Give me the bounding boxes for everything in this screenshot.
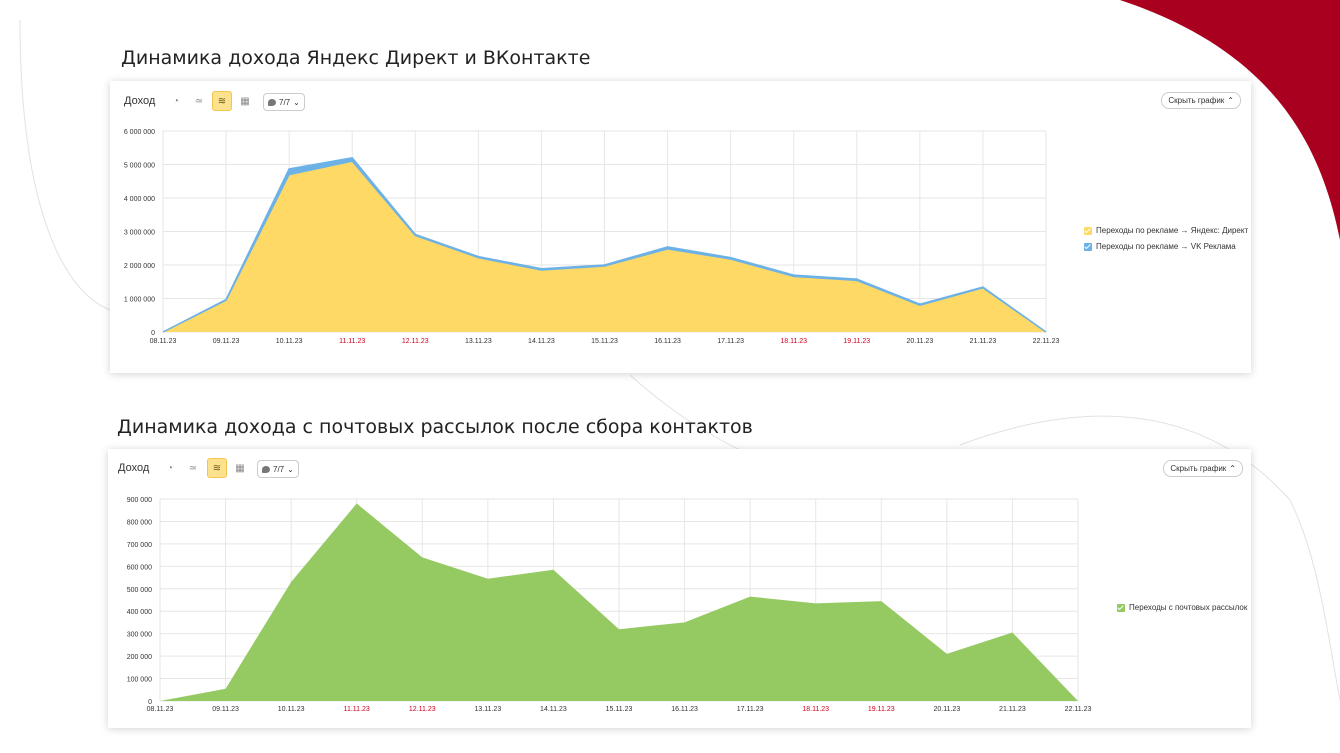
y-tick-label: 800 000 — [127, 519, 152, 526]
x-tick-label: 19.11.23 — [843, 338, 870, 345]
x-tick-label: 15.11.23 — [591, 338, 618, 345]
legend-item[interactable]: Переходы по рекламе → Яндекс: Директ — [1084, 226, 1248, 235]
y-tick-label: 900 000 — [127, 497, 152, 504]
pie-chart-icon[interactable]: ◔ — [172, 95, 180, 107]
x-tick-label: 14.11.23 — [528, 338, 555, 345]
x-tick-label: 09.11.23 — [212, 706, 239, 713]
checkbox-icon[interactable] — [1117, 603, 1125, 612]
legend-item[interactable]: Переходы по рекламе → VK Реклама — [1084, 242, 1248, 251]
x-tick-label: 16.11.23 — [654, 338, 681, 345]
dropdown-value: 7/7 — [279, 97, 291, 107]
series-area-1 — [162, 156, 1047, 333]
dropdown-value: 7/7 — [273, 464, 285, 474]
checkbox-icon[interactable] — [1084, 242, 1092, 251]
x-tick-label: 13.11.23 — [474, 706, 501, 713]
hide-chart-button[interactable]: Скрыть график ⌃ — [1161, 92, 1241, 109]
y-tick-label: 0 — [151, 330, 155, 337]
x-tick-label: 10.11.23 — [278, 706, 305, 713]
x-tick-label: 17.11.23 — [737, 706, 764, 713]
x-tick-label: 19.11.23 — [868, 706, 895, 713]
annotations-dropdown[interactable]: 7/7 ⌄ — [263, 93, 305, 111]
x-tick-label: 11.11.23 — [339, 338, 365, 345]
x-tick-label: 20.11.23 — [906, 338, 933, 345]
chevron-down-icon: ⌄ — [287, 464, 294, 474]
annotations-dropdown[interactable]: 7/7 ⌄ — [257, 460, 299, 478]
x-tick-label: 21.11.23 — [999, 706, 1026, 713]
red-corner-shape — [1120, 0, 1340, 240]
pie-chart-icon[interactable]: ◔ — [166, 462, 174, 474]
x-tick-label: 17.11.23 — [717, 338, 744, 345]
x-tick-label: 08.11.23 — [147, 706, 174, 713]
y-tick-label: 0 — [148, 699, 152, 706]
x-tick-label: 22.11.23 — [1065, 706, 1092, 713]
comment-icon — [262, 465, 270, 473]
y-tick-label: 6 000 000 — [124, 129, 155, 136]
legend-item[interactable]: Переходы с почтовых рассылок — [1117, 603, 1247, 612]
stacked-area-icon[interactable]: ≋ — [207, 458, 227, 478]
y-tick-label: 1 000 000 — [124, 297, 155, 304]
x-tick-label: 12.11.23 — [402, 338, 429, 345]
y-tick-label: 200 000 — [127, 654, 152, 661]
legend-label: Переходы по рекламе → Яндекс: Директ — [1096, 226, 1249, 235]
chevron-up-icon: ⌃ — [1229, 464, 1236, 473]
line-chart-icon[interactable]: ≃ — [194, 95, 204, 107]
x-tick-label: 22.11.23 — [1033, 338, 1060, 345]
section-title-mail: Динамика дохода с почтовых рассылок посл… — [117, 416, 753, 438]
x-tick-label: 15.11.23 — [606, 706, 633, 713]
x-tick-label: 18.11.23 — [780, 338, 807, 345]
y-tick-label: 700 000 — [127, 542, 152, 549]
stacked-area-icon[interactable]: ≋ — [212, 91, 232, 111]
y-tick-label: 4 000 000 — [124, 196, 155, 203]
toolbar: Доход ◔ ≃ ≋ ▦ 7/7 ⌄ Скрыть график ⌃ — [110, 81, 1251, 121]
y-tick-label: 500 000 — [127, 587, 152, 594]
x-tick-label: 13.11.23 — [465, 338, 492, 345]
y-tick-label: 2 000 000 — [124, 263, 155, 270]
x-tick-label: 12.11.23 — [409, 706, 436, 713]
chart-mail: 0 100 000 200 000 300 000 400 000 500 000 600 … — [127, 497, 1092, 713]
metric-label: Доход — [124, 95, 156, 107]
chart-panel-mail: Доход ◔ ≃ ≋ ▦ 7/7 ⌄ Скрыть график ⌃ 0 100… — [108, 449, 1251, 728]
table-icon[interactable]: ▦ — [240, 95, 250, 107]
metric-label: Доход — [118, 462, 150, 474]
legend-mail: Переходы с почтовых рассылок — [1117, 603, 1247, 619]
x-tick-label: 14.11.23 — [540, 706, 567, 713]
line-chart-icon[interactable]: ≃ — [188, 462, 198, 474]
y-tick-label: 100 000 — [127, 677, 152, 684]
toolbar: Доход ◔ ≃ ≋ ▦ 7/7 ⌄ Скрыть график ⌃ — [108, 449, 1251, 489]
x-tick-label: 11.11.23 — [344, 706, 370, 713]
x-tick-label: 10.11.23 — [276, 338, 303, 345]
legend-ads: Переходы по рекламе → Яндекс: Директ Пере… — [1084, 226, 1248, 258]
series-area-0 — [163, 161, 1046, 332]
hide-chart-label: Скрыть график — [1170, 464, 1227, 473]
legend-label: Переходы по рекламе → VK Реклама — [1096, 242, 1236, 251]
chevron-up-icon: ⌃ — [1227, 96, 1234, 105]
legend-label: Переходы с почтовых рассылок — [1129, 603, 1248, 612]
chevron-down-icon: ⌄ — [293, 97, 300, 107]
x-tick-label: 08.11.23 — [150, 338, 177, 345]
section-title-ads: Динамика дохода Яндекс Директ и ВКонтакт… — [121, 47, 591, 69]
y-tick-label: 400 000 — [127, 609, 152, 616]
table-icon[interactable]: ▦ — [235, 462, 245, 474]
hide-chart-button[interactable]: Скрыть график ⌃ — [1163, 460, 1243, 477]
x-tick-label: 16.11.23 — [671, 706, 698, 713]
x-tick-label: 18.11.23 — [802, 706, 829, 713]
chart-panel-ads: Доход ◔ ≃ ≋ ▦ 7/7 ⌄ Скрыть график ⌃ 0 1 0… — [110, 81, 1251, 373]
series-area-0 — [160, 503, 1078, 701]
x-tick-label: 09.11.23 — [213, 338, 240, 345]
y-tick-label: 300 000 — [127, 632, 152, 639]
checkbox-icon[interactable] — [1084, 226, 1092, 235]
y-tick-label: 3 000 000 — [124, 230, 155, 237]
x-tick-label: 20.11.23 — [933, 706, 960, 713]
y-tick-label: 5 000 000 — [124, 163, 155, 170]
x-tick-label: 21.11.23 — [970, 338, 997, 345]
comment-icon — [268, 98, 276, 106]
y-tick-label: 600 000 — [127, 564, 152, 571]
chart-ads: 0 1 000 000 2 000 000 3 000 000 4 000 000 5 0… — [124, 129, 1060, 345]
hide-chart-label: Скрыть график — [1168, 96, 1225, 105]
